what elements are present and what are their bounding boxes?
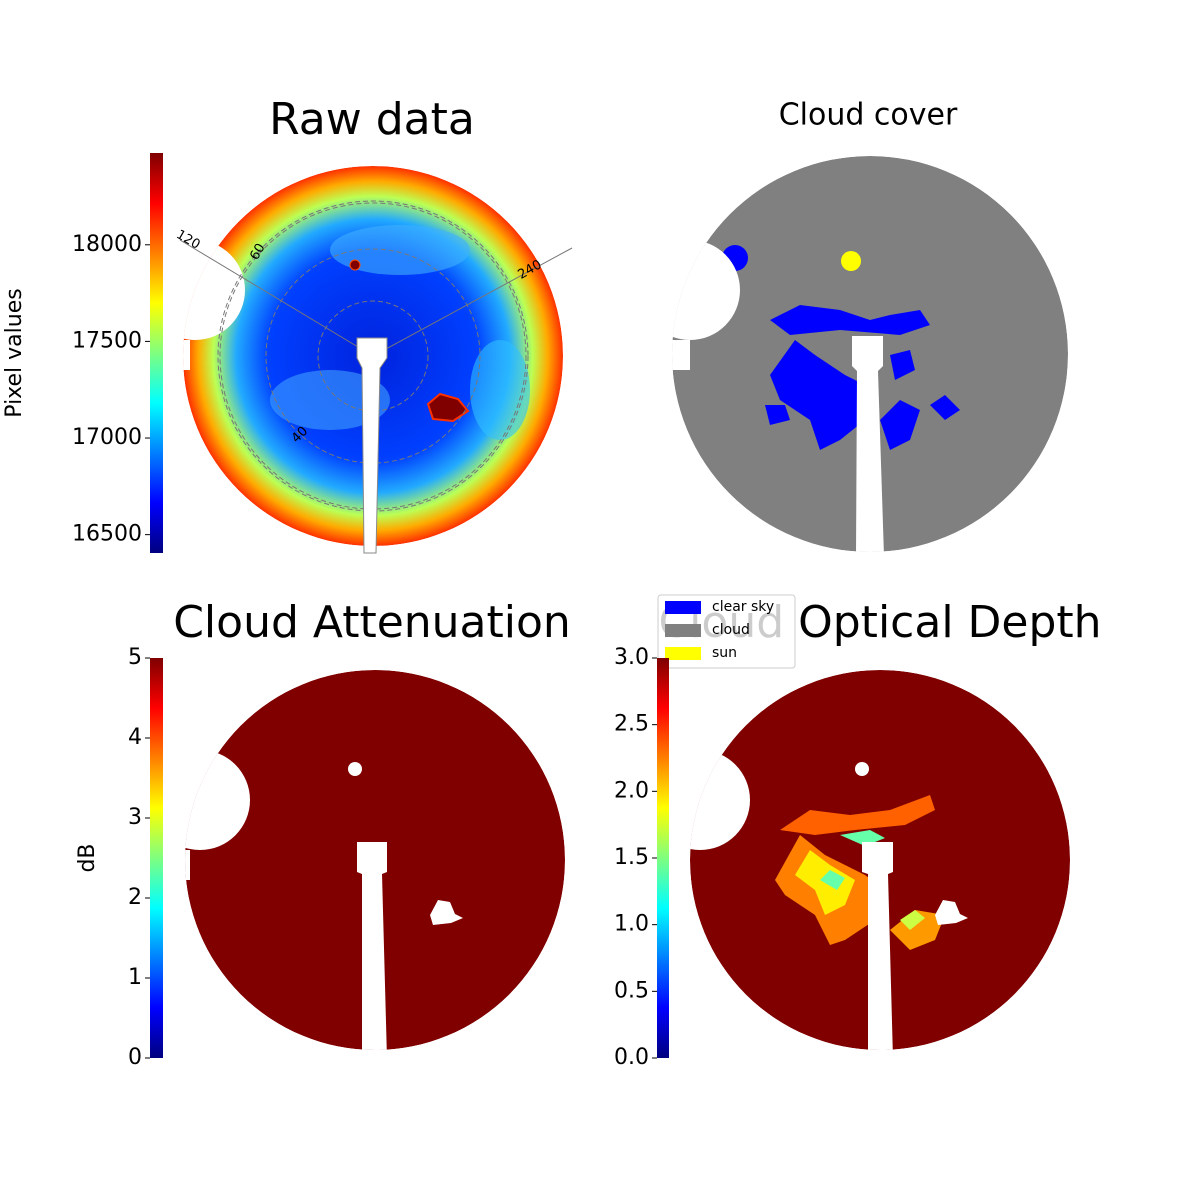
panel-title: Raw data — [269, 94, 475, 145]
colorbar-tick-label: 2.5 — [614, 712, 649, 737]
colorbar-tick-label: 4 — [128, 725, 142, 750]
colorbar-tick-label: 3 — [128, 805, 142, 830]
colorbar-tick-label: 5 — [128, 645, 142, 670]
colorbar-tick-label: 1 — [128, 965, 142, 990]
polar-label: 120 — [173, 227, 202, 252]
polar-label: 60 — [247, 241, 268, 263]
legend-label: cloud — [712, 622, 750, 638]
colorbar-tick-label: 0.0 — [614, 1045, 649, 1070]
colorbar-tick-label: 18000 — [72, 232, 142, 257]
colorbar-tick-label: 0 — [128, 1045, 142, 1070]
colorbar — [150, 658, 163, 1058]
colorbar-tick-label: 1.5 — [614, 845, 649, 870]
colorbar-tick-label: 3.0 — [614, 645, 649, 670]
colorbar-label: dB — [75, 843, 100, 872]
panel-title: Cloud cover — [779, 98, 958, 133]
colorbar — [657, 658, 669, 1058]
colorbar-tick-label: 1.0 — [614, 912, 649, 937]
tower-mask — [356, 337, 388, 554]
legend-swatch — [665, 601, 701, 614]
colorbar-tick-label: 17500 — [72, 328, 142, 353]
legend-swatch — [665, 647, 701, 660]
polar-line — [372, 247, 573, 357]
cloud-mask — [672, 156, 1068, 552]
colorbar-tick-label: 16500 — [72, 522, 142, 547]
legend-label: sun — [712, 645, 737, 661]
legend-swatch — [665, 624, 701, 637]
colorbar-tick-label: 0.5 — [614, 978, 649, 1003]
attenuation-image — [185, 670, 565, 1050]
colorbar-tick-label: 2 — [128, 885, 142, 910]
polar-line — [179, 239, 374, 357]
colorbar-tick-label: 2.0 — [614, 778, 649, 803]
optical-depth-image — [690, 670, 1070, 1050]
colorbar — [150, 153, 163, 553]
colorbar-label: Pixel values — [2, 288, 27, 417]
legend-label: clear sky — [712, 599, 774, 615]
colorbar-tick-label: 17000 — [72, 425, 142, 450]
panel-title: Cloud Attenuation — [173, 597, 571, 648]
sky-image — [183, 166, 563, 546]
